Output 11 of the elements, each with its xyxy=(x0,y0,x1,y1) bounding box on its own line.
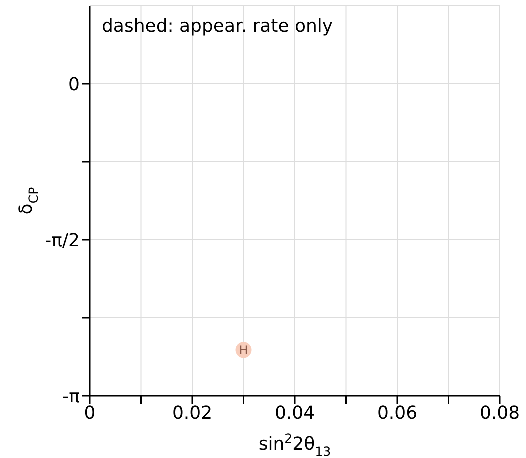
annotation: dashed: appear. rate only xyxy=(102,16,334,37)
y-tick-label: 0 xyxy=(68,74,80,96)
x-tick-label: 0.04 xyxy=(274,402,316,424)
x-tick-label: 0.06 xyxy=(377,402,418,424)
annotation: H xyxy=(239,343,248,358)
x-tick-label: 0.08 xyxy=(480,402,520,424)
x-tick-label: 0 xyxy=(84,402,96,424)
y-tick-label: -π/2 xyxy=(45,230,80,252)
y-tick-label: -π xyxy=(62,386,80,408)
x-axis-title: sin$^{2}$2θ$_{13}$ xyxy=(258,431,332,458)
x-tick-label: 0.02 xyxy=(172,402,213,424)
